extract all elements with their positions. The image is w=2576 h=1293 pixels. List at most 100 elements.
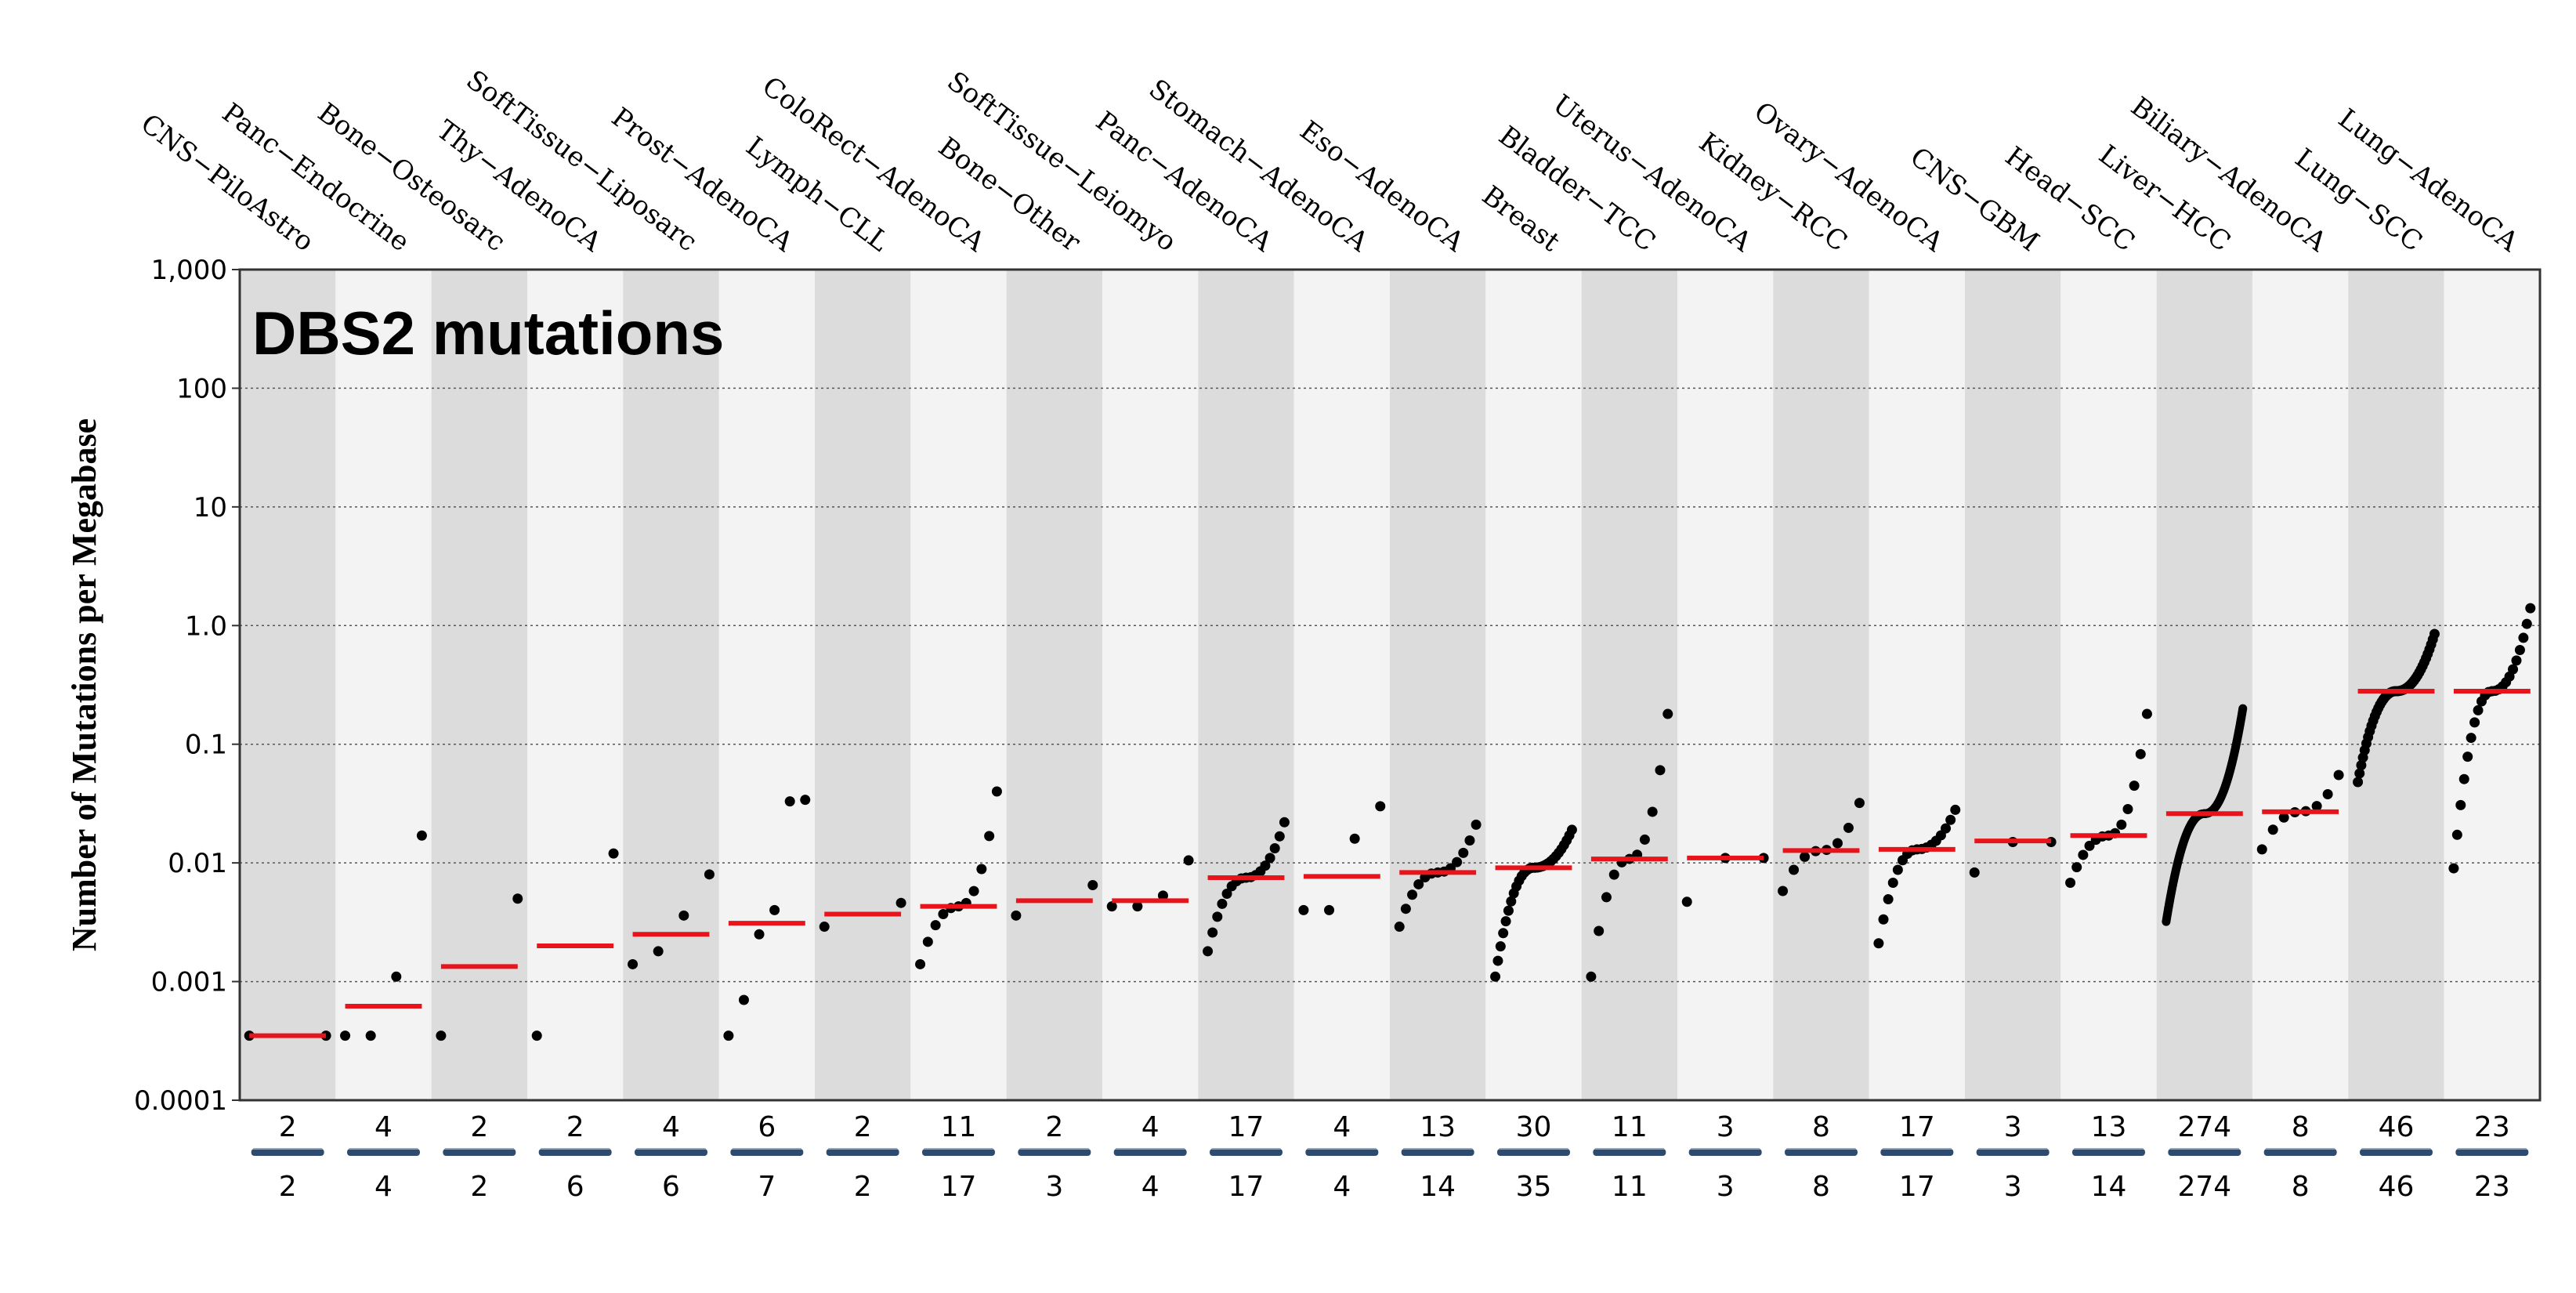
data-point <box>1586 971 1597 982</box>
column-band <box>527 270 624 1100</box>
count-separator-bar <box>251 1149 324 1156</box>
data-point <box>2511 655 2522 666</box>
category-label: Breast <box>1476 179 1565 258</box>
data-point <box>1800 851 1811 862</box>
data-point <box>2514 644 2525 655</box>
total-count: 2 <box>279 1171 297 1203</box>
data-point <box>1375 801 1386 812</box>
data-point <box>1662 708 1673 719</box>
data-point <box>2322 789 2333 800</box>
count-separator-highlight <box>1499 1148 1568 1150</box>
data-point <box>1298 904 1309 915</box>
data-point <box>1458 847 1469 858</box>
count-separator-bar <box>1785 1149 1858 1156</box>
total-count: 8 <box>2292 1171 2310 1203</box>
data-point <box>800 795 811 806</box>
data-point <box>653 946 664 957</box>
count-separator-bar <box>826 1149 899 1156</box>
count-separator-bar <box>2263 1149 2337 1156</box>
data-point <box>2116 819 2127 830</box>
data-point <box>1495 941 1506 952</box>
column-band <box>2060 270 2157 1100</box>
count-separator-highlight <box>828 1148 898 1150</box>
total-count: 2 <box>470 1171 488 1203</box>
data-point <box>754 929 765 940</box>
mutated-count: 23 <box>2474 1111 2510 1143</box>
data-point <box>1681 896 1692 907</box>
y-tick-label: 0.1 <box>185 730 227 761</box>
data-point <box>1279 817 1290 828</box>
count-separator-bar <box>635 1149 707 1156</box>
column-band <box>623 270 719 1100</box>
count-separator-bar <box>538 1149 612 1156</box>
count-separator-highlight <box>541 1148 610 1150</box>
data-point <box>1639 834 1650 845</box>
data-point <box>416 830 427 841</box>
data-point <box>819 922 830 933</box>
data-point <box>1566 824 1577 835</box>
data-point <box>1212 911 1223 922</box>
category-label: Prost−AdenoCA <box>606 102 799 259</box>
data-point <box>2354 768 2365 779</box>
mutated-count: 2 <box>470 1111 488 1143</box>
data-point <box>1132 901 1143 912</box>
column-band <box>1390 270 1486 1100</box>
total-count: 3 <box>2004 1171 2022 1203</box>
column-band <box>1677 270 1774 1100</box>
count-separator-highlight <box>1307 1148 1377 1150</box>
count-separator-highlight <box>444 1148 514 1150</box>
total-count: 7 <box>758 1171 776 1203</box>
count-separator-highlight <box>1211 1148 1281 1150</box>
data-point <box>1892 864 1903 875</box>
data-point <box>2458 773 2469 784</box>
data-point <box>930 920 941 931</box>
data-point <box>1400 904 1411 915</box>
mutated-count: 4 <box>374 1111 393 1143</box>
column-band <box>1198 270 1294 1100</box>
count-separator-highlight <box>1691 1148 1760 1150</box>
data-point <box>976 864 987 875</box>
data-point <box>1887 878 1898 889</box>
count-separator-highlight <box>1978 1148 2048 1150</box>
data-point <box>1655 765 1666 776</box>
data-point <box>2473 704 2484 715</box>
column-band <box>815 270 911 1100</box>
mutated-count: 4 <box>1333 1111 1351 1143</box>
mutated-count: 46 <box>2379 1111 2415 1143</box>
data-point <box>2071 862 2082 873</box>
count-separator-highlight <box>2361 1148 2431 1150</box>
column-band <box>335 270 432 1100</box>
data-point <box>1873 938 1884 949</box>
data-point <box>2129 781 2140 791</box>
data-point <box>1950 804 1961 815</box>
data-point <box>1647 806 1658 817</box>
data-point <box>1778 886 1789 896</box>
total-count: 8 <box>1812 1171 1830 1203</box>
data-point <box>1969 867 1980 878</box>
mutated-count: 4 <box>1141 1111 1160 1143</box>
y-tick-label: 10 <box>194 492 227 523</box>
data-point <box>1394 922 1405 933</box>
column-band <box>1869 270 1965 1100</box>
total-count: 4 <box>1333 1171 1351 1203</box>
data-point <box>1601 892 1612 903</box>
column-band <box>2156 270 2252 1100</box>
column-band <box>240 270 336 1100</box>
y-axis-ticks: 1,000 100 10 1.0 0.1 0.01 0.001 0.0001 <box>134 255 240 1117</box>
mutated-count: 13 <box>2091 1111 2127 1143</box>
data-point <box>769 904 780 915</box>
category-labels: CNS−PiloAstroPanc−EndocrineBone−Osteosar… <box>135 64 2524 259</box>
data-point <box>2141 708 2152 719</box>
data-point <box>738 994 749 1005</box>
data-point <box>2065 878 2076 889</box>
total-count: 17 <box>1899 1171 1935 1203</box>
category-label: Lung−AdenoCA <box>2332 103 2524 258</box>
column-band <box>910 270 1007 1100</box>
total-count: 3 <box>1045 1171 1063 1203</box>
y-tick-label: 1.0 <box>185 610 227 642</box>
data-point <box>2448 863 2459 874</box>
sample-counts: 2244222646672211172344171744131430351111… <box>251 1111 2529 1203</box>
y-tick-label: 1,000 <box>151 255 227 286</box>
column-band <box>1293 270 1390 1100</box>
mutated-count: 17 <box>1899 1111 1935 1143</box>
